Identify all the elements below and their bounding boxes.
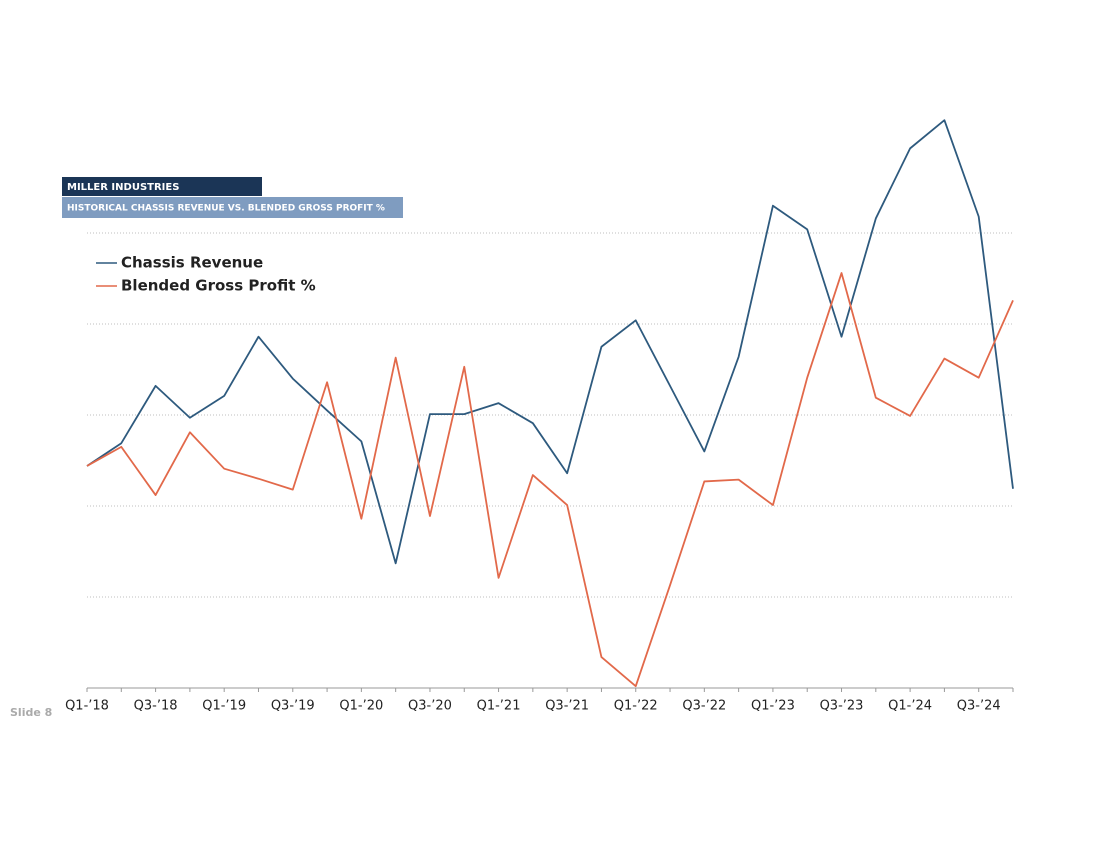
x-tick-label: Q3-’24: [957, 699, 1001, 714]
x-tick-label: Q3-’20: [408, 699, 452, 714]
legend-label: Chassis Revenue: [121, 254, 263, 272]
x-tick-label: Q1-’20: [339, 699, 383, 714]
x-tick-label: Q1-’22: [614, 699, 658, 714]
x-tick-label: Q3-’18: [134, 699, 178, 714]
x-tick-label: Q1-’19: [202, 699, 246, 714]
header-box: [62, 177, 262, 196]
x-tick-label: Q3-’21: [545, 699, 589, 714]
series-line: [86, 272, 1014, 688]
x-tick-label: Q3-’22: [682, 699, 726, 714]
x-tick-label: Q1-’24: [888, 699, 932, 714]
x-tick-label: Q1-’23: [751, 699, 795, 714]
x-tick-label: Q3-’19: [271, 699, 315, 714]
chart-title: HISTORICAL CHASSIS REVENUE VS. BLENDED G…: [67, 204, 385, 214]
title-box: [62, 197, 403, 218]
x-tick-label: Q1-’18: [65, 699, 109, 714]
x-tick-label: Q1-’21: [477, 699, 521, 714]
legend-label: Blended Gross Profit %: [121, 277, 316, 295]
chart-header: MILLER INDUSTRIES: [67, 182, 179, 193]
slide-number: Slide 8: [10, 706, 52, 719]
x-tick-label: Q3-’23: [820, 699, 864, 714]
series-line: [86, 119, 1014, 565]
